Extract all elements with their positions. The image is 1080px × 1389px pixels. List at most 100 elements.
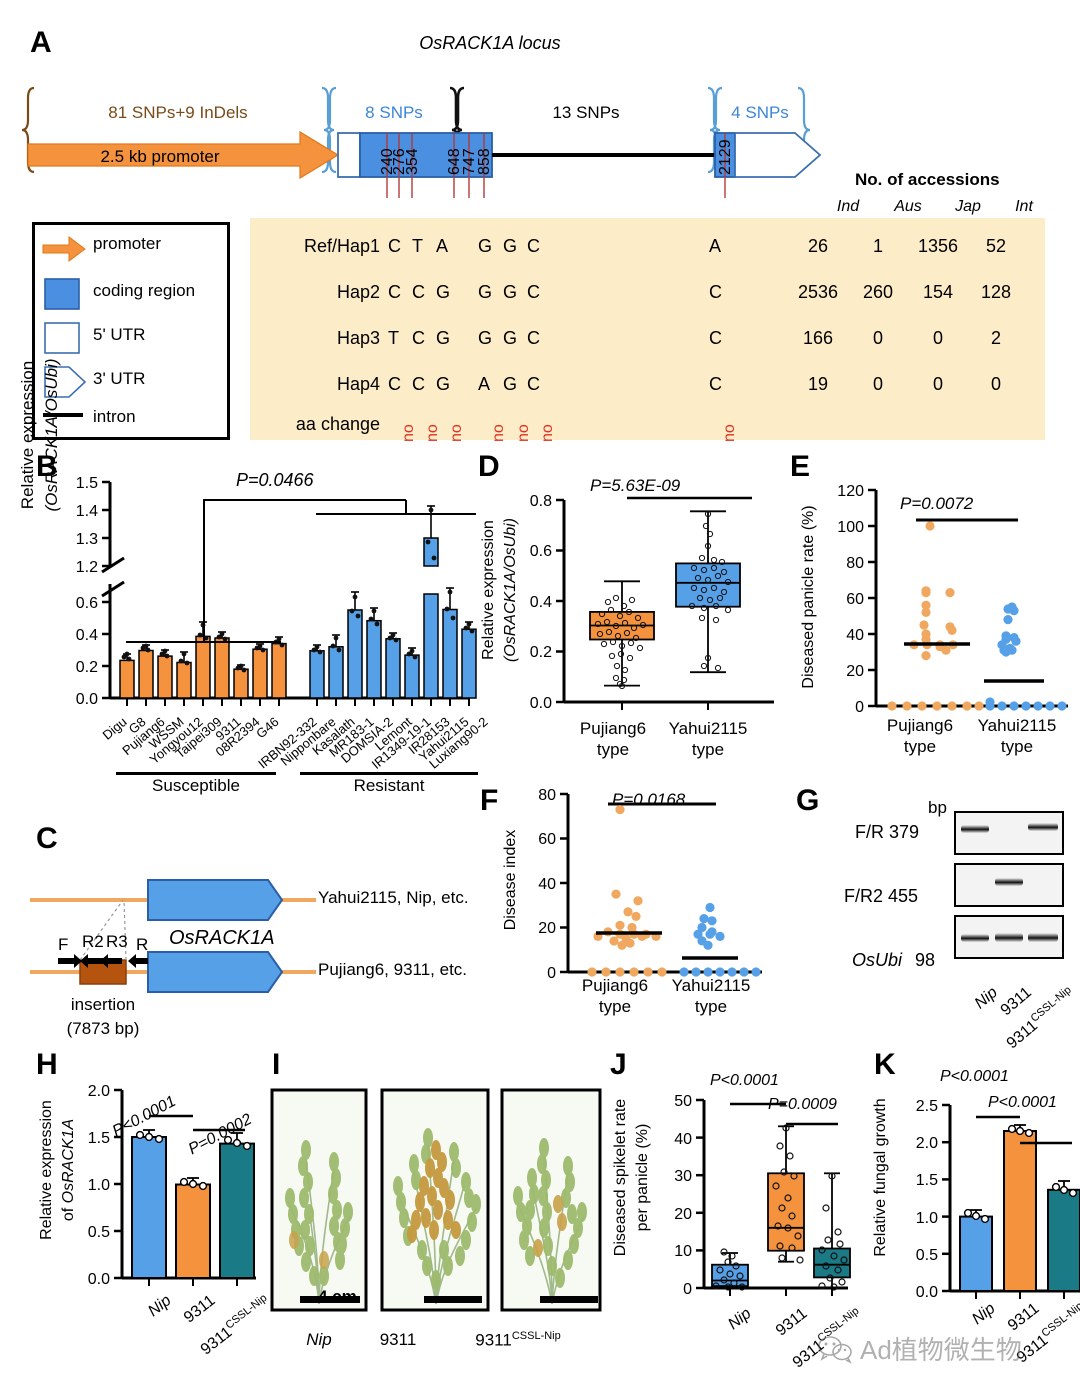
h-bar-9311 <box>175 1183 211 1279</box>
panel-j-chart: 0 10 20 30 40 50 <box>652 1090 852 1300</box>
h-bar-cssl <box>219 1142 255 1279</box>
count-int: 0 <box>990 374 1001 394</box>
b-ytick-1.2: 1.2 <box>76 559 98 576</box>
panel-i-label: I <box>272 1048 281 1081</box>
k-ytick-15: 1.5 <box>916 1172 938 1189</box>
panel-e-label: E <box>790 450 811 483</box>
e-ytick-80: 80 <box>846 555 864 572</box>
g-band-0-2 <box>1028 823 1058 831</box>
g-size-0: 379 <box>889 822 920 842</box>
c-insertion-label: insertion <box>71 995 135 1014</box>
panel-h-ylabel-1: Relative expression <box>38 1100 55 1240</box>
allele-2129: C <box>709 328 722 348</box>
legend-coding-icon <box>44 278 80 310</box>
legend-label-5utr: 5' UTR <box>93 325 146 344</box>
allele-276: C <box>412 282 425 302</box>
watermark: Ad植物微生物 <box>818 1330 1022 1367</box>
e-ytick-20: 20 <box>846 663 864 680</box>
e-ytick-60: 60 <box>846 591 864 608</box>
j-xlabel-9311: 9311 <box>772 1305 811 1340</box>
k-ytick-05: 0.5 <box>916 1247 938 1264</box>
e-points-yahui2115 <box>985 602 1067 711</box>
c-primer-arrows <box>58 954 148 968</box>
allele-354: G <box>436 282 451 302</box>
legend-promoter-icon <box>42 236 86 262</box>
i-scale-bar-9311 <box>424 1296 482 1303</box>
panel-a-label: A <box>30 26 52 59</box>
panel-b-ylabel-2: (OsRACK1A/OsUbi) <box>42 358 61 512</box>
j-ytick-50: 50 <box>674 1093 692 1110</box>
e-ytick-100: 100 <box>837 519 864 536</box>
k-ytick-25: 2.5 <box>916 1098 938 1115</box>
f-points-yahui2115 <box>679 902 761 977</box>
aa-change-747: no <box>515 424 532 442</box>
accession-group-int: Int <box>1015 198 1033 215</box>
allele-648: A <box>478 374 491 394</box>
d-box-yahui2115 <box>675 510 741 674</box>
i-caption-cssl: 9311CSSL-Nip <box>475 1330 561 1350</box>
haplotype-table <box>250 218 1045 440</box>
coding-exon-1 <box>359 132 493 178</box>
table-row: Ref/Hap1 C T A G G C A 26 1 1356 52 <box>250 236 1045 272</box>
panel-k-chart: 0.0 0.5 1.0 1.5 2.0 2.5 <box>898 1095 1080 1305</box>
count-int: 128 <box>980 282 1012 302</box>
b-bar-yahui2115 <box>461 628 477 699</box>
j-ytick-10: 10 <box>674 1243 692 1260</box>
b-error-bars <box>123 505 473 670</box>
panel-c-label: C <box>36 822 58 855</box>
allele-858: C <box>527 328 540 348</box>
g-band-0-0 <box>961 825 989 833</box>
bracket-label-1: 8 SNPs <box>365 103 423 122</box>
aa-change-2129: no <box>721 424 738 442</box>
d-xlabel-yahui2115-text: Yahui2115 type <box>668 719 748 760</box>
h-ytick-15: 1.5 <box>88 1130 110 1147</box>
bracket-label-2: 13 SNPs <box>552 103 619 122</box>
j-ytick-0: 0 <box>683 1281 692 1298</box>
g-primer-1: F/R2 <box>844 886 884 906</box>
f-xlabel-pujiang6: Pujiang6 type <box>581 976 649 1017</box>
c-primer-r2: R2 <box>82 932 104 951</box>
count-jap: 0 <box>932 328 943 348</box>
g-band-1-1 <box>995 878 1023 886</box>
aa-change-354: no <box>448 424 465 442</box>
d-points-yahui2115 <box>688 510 732 672</box>
b-ytick-0.0: 0.0 <box>76 691 98 708</box>
b-ytick-1.3: 1.3 <box>76 531 98 548</box>
count-ind: 19 <box>807 374 829 394</box>
i-caption-9311: 9311 <box>379 1330 417 1349</box>
allele-276: C <box>412 328 425 348</box>
b-ytick-0.2: 0.2 <box>76 659 98 676</box>
panel-e-chart: 0 20 40 60 80 100 120 <box>822 483 1072 722</box>
d-ytick-08: 0.8 <box>530 493 552 510</box>
panel-a-title: OsRACK1A locus <box>419 33 561 53</box>
j-ytick-30: 30 <box>674 1168 692 1185</box>
allele-354: A <box>436 236 449 256</box>
d-xlabel-pujiang6: Pujiang6 type <box>558 718 668 761</box>
panel-b-ylabel-1: Relative expression <box>18 360 37 510</box>
g-size-2: 98 <box>915 950 936 970</box>
legend-label-promoter: promoter <box>93 234 162 253</box>
k-ytick-00: 0.0 <box>916 1284 938 1301</box>
allele-747: G <box>503 282 518 302</box>
d-ytick-02: 0.2 <box>530 644 552 661</box>
allele-858: C <box>527 236 540 256</box>
snp-marker-lines <box>386 133 726 198</box>
c-bottom-alleles: Pujiang6, 9311, etc. <box>318 960 468 979</box>
aa-change-label: aa change <box>295 414 380 434</box>
f-ytick-40: 40 <box>538 876 556 893</box>
count-aus: 0 <box>872 374 883 394</box>
hap-name: Hap3 <box>336 328 380 348</box>
d-points-pujiang6 <box>594 594 647 690</box>
h-ytick-10: 1.0 <box>88 1177 110 1194</box>
b-group-label-susceptible: Susceptible <box>152 776 240 795</box>
c-gene-arrow-top <box>147 879 284 921</box>
f-xlabel-yahui2115: Yahui2115 type <box>671 976 751 1017</box>
allele-747: G <box>503 374 518 394</box>
c-gene-arrow-bottom <box>147 951 284 993</box>
d-xlabel-pujiang6-text: Pujiang6 type <box>579 719 647 760</box>
g-primer-2: OsUbi <box>852 950 903 970</box>
accession-group-jap: Jap <box>955 198 981 215</box>
count-aus: 1 <box>872 236 883 256</box>
five-utr-box <box>337 132 361 178</box>
e-ytick-40: 40 <box>846 627 864 644</box>
